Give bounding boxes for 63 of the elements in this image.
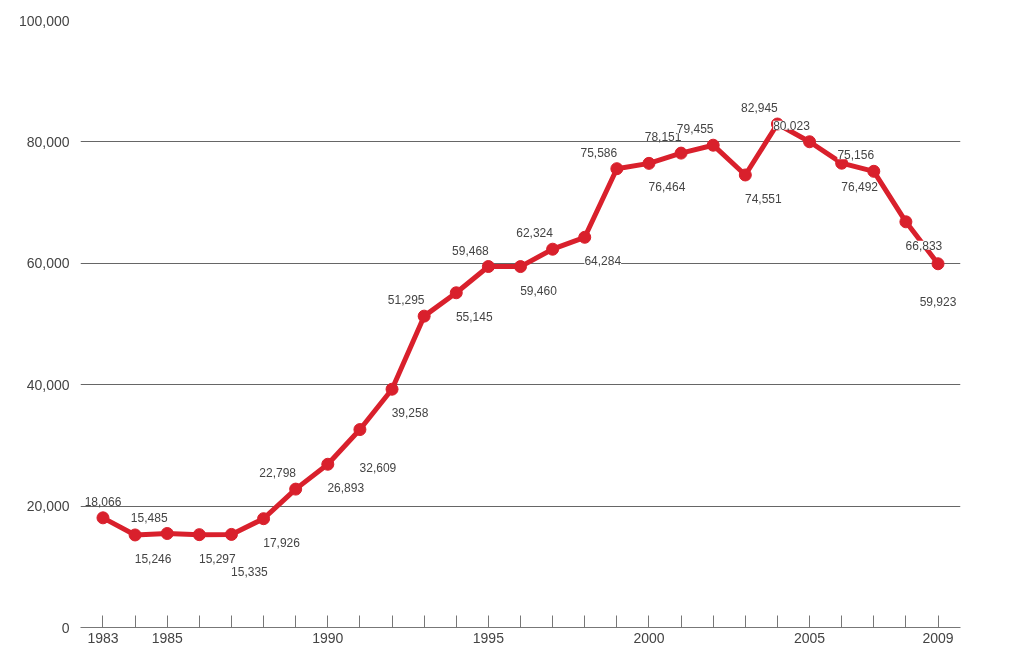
- point: [289, 482, 303, 496]
- data-label: 18,066: [84, 494, 122, 509]
- data-label: 66,833: [905, 238, 943, 253]
- data-label: 17,926: [263, 535, 301, 550]
- point: [514, 260, 527, 274]
- point: [578, 230, 592, 244]
- point: [224, 527, 238, 541]
- point: [610, 162, 624, 176]
- data-label: 62,324: [516, 226, 554, 241]
- point: [321, 457, 335, 471]
- data-label: 15,485: [130, 510, 168, 525]
- point: [353, 423, 367, 437]
- data-label: 76,492: [841, 180, 879, 195]
- data-label: 82,945: [741, 101, 779, 116]
- data-label: 75,156: [837, 148, 875, 163]
- y-tick-label: 80,000: [26, 133, 70, 150]
- point: [546, 242, 560, 256]
- data-label: 26,893: [327, 481, 365, 496]
- point: [160, 527, 174, 540]
- point: [674, 146, 688, 160]
- point: [257, 512, 271, 526]
- point: [642, 156, 656, 170]
- point: [931, 257, 945, 271]
- data-label: 59,460: [520, 283, 558, 298]
- point: [706, 138, 720, 152]
- point: [899, 215, 913, 229]
- data-label: 51,295: [387, 293, 425, 308]
- x-tick-label: 1985: [151, 629, 183, 646]
- y-tick-label: 0: [61, 619, 70, 636]
- x-tick-label: 2000: [633, 629, 665, 646]
- y-tick-label: 40,000: [26, 376, 70, 393]
- y-tick-label: 20,000: [26, 498, 70, 515]
- x-tick-label: 1995: [472, 629, 505, 646]
- y-tick-label: 100,000: [18, 12, 70, 29]
- data-label: 22,798: [259, 466, 297, 481]
- data-label: 59,468: [452, 243, 490, 258]
- x-tick-label: 2009: [922, 629, 954, 646]
- data-label: 80,023: [773, 118, 811, 133]
- x-tick-label: 2005: [793, 629, 826, 646]
- data-label: 76,464: [648, 180, 686, 195]
- data-label: 59,923: [919, 294, 957, 309]
- point: [449, 286, 463, 300]
- data-label: 74,551: [744, 191, 782, 206]
- point: [738, 168, 752, 182]
- point: [192, 528, 206, 542]
- data-label: 32,609: [359, 460, 397, 475]
- x-tick-label: 1983: [87, 629, 119, 646]
- point: [96, 511, 110, 525]
- data-label: 75,586: [580, 145, 618, 160]
- point: [385, 382, 399, 396]
- data-label: 15,297: [198, 551, 237, 566]
- point: [867, 164, 881, 178]
- point: [803, 135, 817, 149]
- data-label: 55,145: [455, 309, 493, 324]
- data-label: 15,335: [231, 565, 269, 580]
- data-label: 15,246: [134, 551, 172, 566]
- point: [128, 528, 142, 542]
- point: [481, 260, 495, 274]
- x-tick-label: 1990: [312, 629, 344, 646]
- y-tick-label: 60,000: [26, 255, 70, 272]
- point: [417, 309, 431, 323]
- data-label: 64,284: [584, 254, 622, 269]
- data-label: 39,258: [391, 406, 429, 421]
